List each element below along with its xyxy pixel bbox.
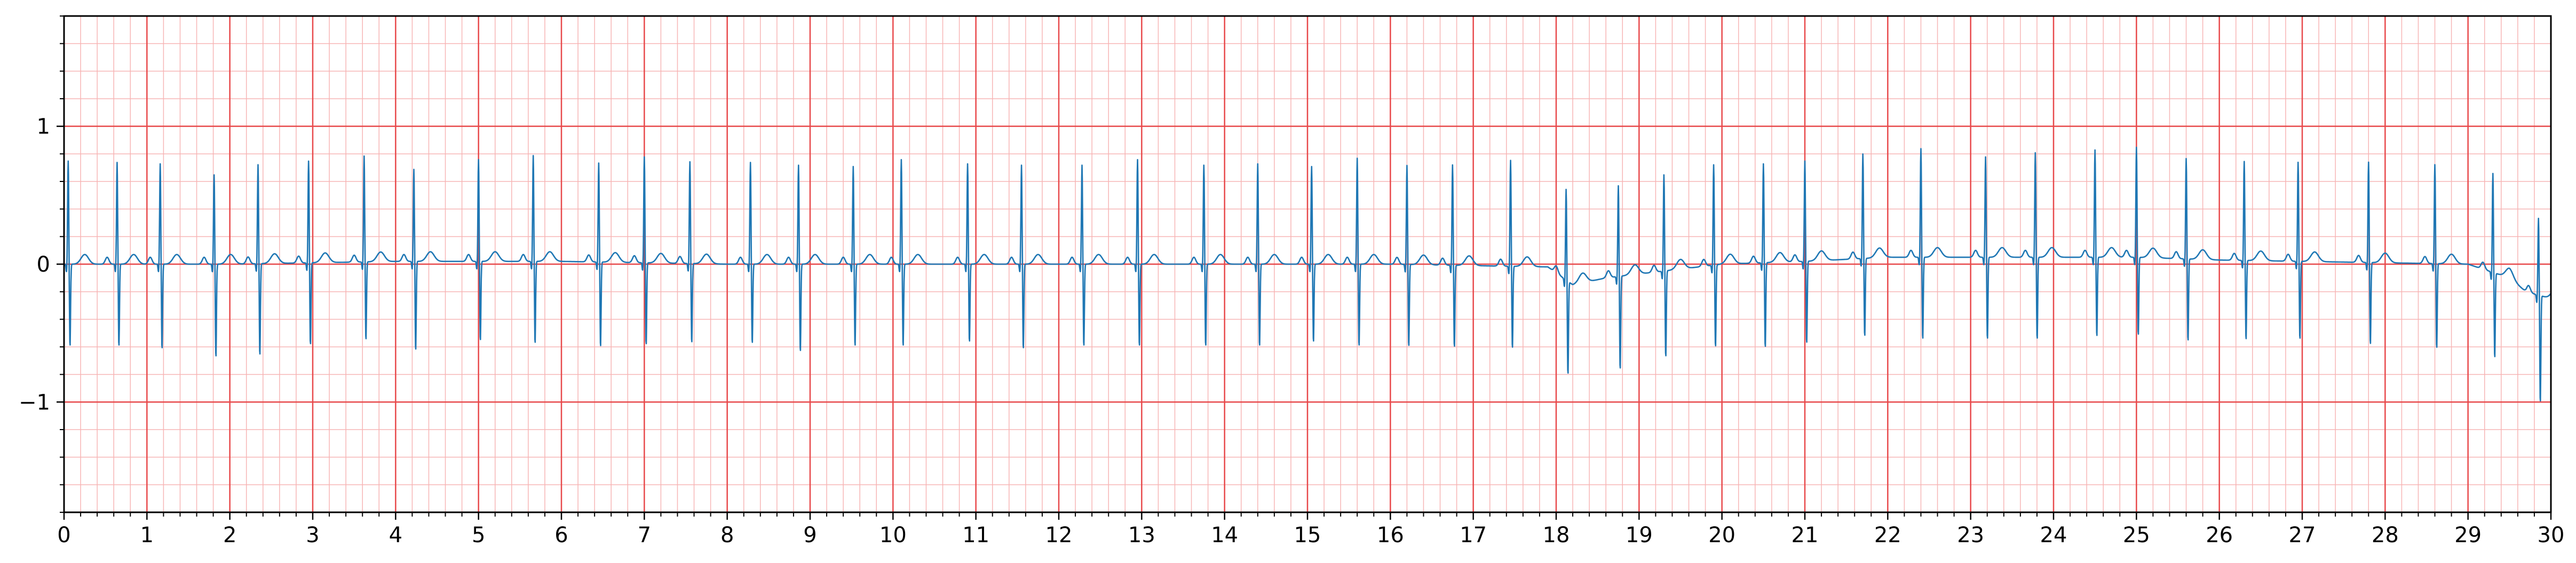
x-tick-label: 7	[638, 523, 651, 548]
y-tick-label: 1	[37, 115, 50, 139]
x-tick-label: 0	[57, 523, 70, 548]
x-tick-label: 5	[472, 523, 485, 548]
x-tick-label: 29	[2454, 523, 2482, 548]
x-tick-label: 10	[879, 523, 907, 548]
x-tick-label: 3	[306, 523, 319, 548]
x-tick-label: 2	[223, 523, 236, 548]
x-tick-label: 22	[1874, 523, 1901, 548]
x-tick-label: 11	[962, 523, 989, 548]
x-tick-label: 19	[1626, 523, 1653, 548]
x-tick-label: 13	[1128, 523, 1155, 548]
x-tick-label: 18	[1543, 523, 1570, 548]
x-tick-label: 4	[389, 523, 402, 548]
x-tick-label: 20	[1708, 523, 1735, 548]
x-tick-label: 8	[720, 523, 734, 548]
x-tick-label: 27	[2289, 523, 2316, 548]
x-tick-label: 6	[554, 523, 568, 548]
x-tick-label: 15	[1294, 523, 1321, 548]
axis-ticks	[57, 16, 2551, 520]
x-tick-label: 12	[1045, 523, 1073, 548]
y-tick-label: 0	[37, 252, 50, 277]
x-tick-label: 16	[1377, 523, 1404, 548]
x-tick-label: 25	[2123, 523, 2150, 548]
x-tick-label: 14	[1211, 523, 1238, 548]
x-tick-label: 23	[1957, 523, 1984, 548]
x-tick-label: 26	[2206, 523, 2233, 548]
x-tick-label: 9	[803, 523, 817, 548]
x-tick-label: 21	[1792, 523, 1819, 548]
x-tick-label: 30	[2538, 523, 2565, 548]
x-axis-tick-labels: 0 1 2 3 4 5 6 7 8 9 10 11 12 13 14 15 16 17 18 19 20 21 22 23 24…	[57, 523, 2564, 548]
x-tick-label: 1	[140, 523, 154, 548]
x-tick-label: 17	[1460, 523, 1487, 548]
y-axis-tick-labels: 1 0 −1	[19, 115, 50, 415]
y-tick-label: −1	[19, 390, 50, 415]
x-tick-label: 24	[2040, 523, 2067, 548]
x-tick-label: 28	[2372, 523, 2399, 548]
